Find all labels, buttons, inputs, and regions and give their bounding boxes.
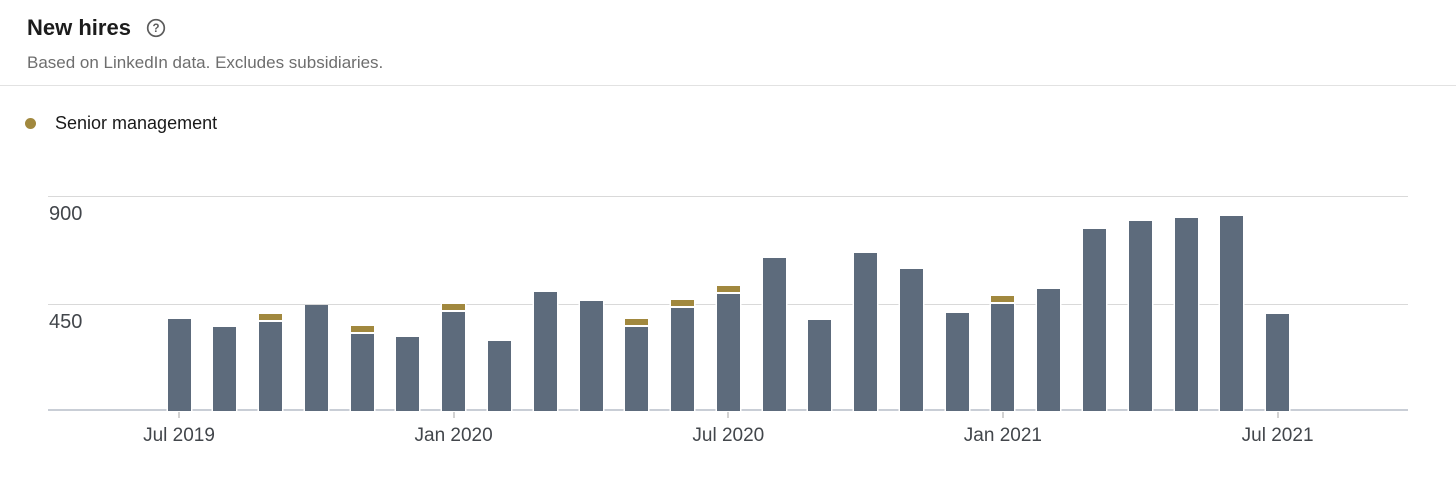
bar-jul-2021[interactable]: [1266, 314, 1290, 411]
legend: Senior management: [25, 113, 217, 134]
bar-nov-2020[interactable]: [899, 268, 923, 411]
legend-dot-senior-management: [25, 118, 36, 129]
x-tick-mark-jul-2020: [727, 412, 730, 418]
bar-sep-2019[interactable]: [259, 314, 283, 411]
x-tick-label-jul-2019: Jul 2019: [143, 425, 215, 446]
question-mark-circle-icon[interactable]: ?: [146, 18, 166, 38]
bar-jun-2021[interactable]: [1220, 216, 1244, 411]
bar-mar-2021[interactable]: [1083, 229, 1106, 411]
svg-text:?: ?: [152, 23, 159, 35]
chart-header: New hires ? Based on LinkedIn data. Excl…: [27, 14, 383, 73]
gridline-900: [48, 196, 1408, 197]
x-tick-mark-jan-2020: [452, 412, 455, 418]
y-tick-label-900: 900: [49, 203, 83, 225]
x-tick-mark-jul-2021: [1276, 412, 1279, 418]
x-tick-mark-jan-2021: [1001, 412, 1004, 418]
header-divider: [0, 85, 1456, 86]
bar-may-2020[interactable]: [625, 319, 649, 411]
bar-nov-2019[interactable]: [350, 326, 374, 411]
x-tick-label-jul-2021: Jul 2021: [1241, 425, 1314, 446]
bar-aug-2020[interactable]: [762, 258, 786, 411]
bar-jul-2019[interactable]: [167, 319, 191, 411]
senior-management-cap-may-2020: [625, 319, 649, 327]
senior-management-cap-jul-2020: [716, 285, 740, 294]
senior-management-cap-sep-2019: [259, 314, 283, 323]
senior-management-cap-jan-2021: [991, 296, 1015, 305]
bar-jan-2021[interactable]: [991, 296, 1015, 411]
bar-dec-2019[interactable]: [396, 336, 420, 411]
bar-feb-2021[interactable]: [1037, 289, 1061, 411]
senior-management-cap-jun-2020: [671, 299, 694, 308]
senior-management-cap-nov-2019: [350, 326, 374, 335]
bar-feb-2020[interactable]: [487, 340, 511, 411]
y-tick-label-450: 450: [49, 310, 83, 333]
page-title: New hires: [27, 15, 131, 40]
bar-apr-2020[interactable]: [579, 301, 603, 411]
bar-dec-2020[interactable]: [945, 313, 969, 411]
bar-jan-2020[interactable]: [442, 303, 466, 411]
bar-jul-2020[interactable]: [716, 285, 740, 411]
plot-area: 900 450 Jul 2019 Jan 2020 Jul 2020 Jan 2021 Ju…: [48, 196, 1408, 446]
x-tick-label-jul-2020: Jul 2020: [692, 425, 765, 446]
bar-apr-2021[interactable]: [1128, 221, 1152, 411]
bar-mar-2020[interactable]: [533, 291, 557, 411]
x-tick-mark-jul-2019: [178, 412, 180, 418]
bar-aug-2019[interactable]: [213, 327, 237, 411]
x-tick-label-jan-2020: Jan 2020: [414, 425, 493, 446]
bar-may-2021[interactable]: [1174, 217, 1198, 411]
bar-oct-2020[interactable]: [854, 253, 878, 411]
bar-sep-2020[interactable]: [808, 320, 832, 411]
bar-oct-2019[interactable]: [304, 304, 328, 411]
x-tick-label-jan-2021: Jan 2021: [963, 425, 1042, 446]
chart-subtitle: Based on LinkedIn data. Excludes subsidi…: [27, 53, 384, 72]
senior-management-cap-jan-2020: [442, 303, 466, 312]
legend-label-senior-management[interactable]: Senior management: [55, 113, 218, 133]
bar-jun-2020[interactable]: [671, 299, 694, 411]
